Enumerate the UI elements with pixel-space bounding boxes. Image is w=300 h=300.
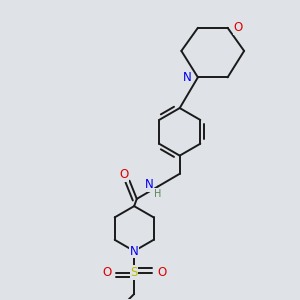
Text: N: N: [183, 71, 192, 84]
Text: N: N: [130, 244, 139, 258]
Text: H: H: [154, 189, 161, 199]
Text: S: S: [130, 266, 138, 279]
Text: O: O: [157, 266, 166, 279]
Text: O: O: [102, 266, 111, 279]
Text: O: O: [119, 168, 128, 181]
Text: O: O: [234, 21, 243, 34]
Text: N: N: [145, 178, 153, 191]
